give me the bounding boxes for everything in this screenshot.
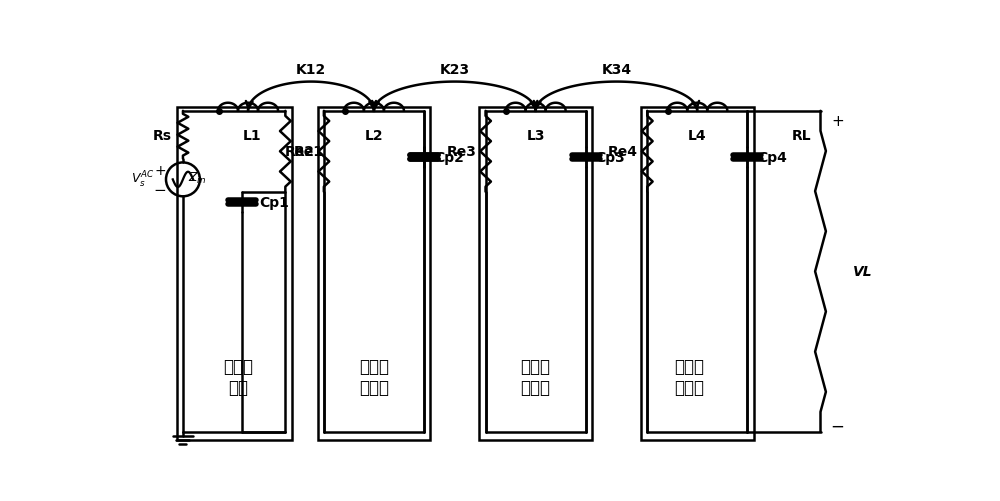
Bar [479,108,592,440]
Text: $V_s^{AC}$: $V_s^{AC}$ [131,170,155,190]
Bar [641,108,754,440]
Bar [177,108,292,440]
Text: Re1: Re1 [294,145,324,159]
Text: Re3: Re3 [446,145,476,159]
Text: K34: K34 [601,63,632,77]
Text: 发射线
圈回路: 发射线 圈回路 [359,357,389,396]
Text: −: − [153,183,166,197]
Text: L3: L3 [526,129,545,142]
Text: −: − [831,417,844,435]
Text: VL: VL [853,265,872,279]
Text: L1: L1 [243,129,261,142]
Text: Cp3: Cp3 [596,151,625,165]
Text: 接收线
圈回路: 接收线 圈回路 [521,357,551,396]
Text: L2: L2 [365,129,383,142]
Text: +: + [831,113,844,128]
Text: Re4: Re4 [608,145,638,159]
Text: Cp2: Cp2 [434,151,464,165]
Text: +: + [154,164,166,178]
Text: 源线圈
回路: 源线圈 回路 [223,357,253,396]
Text: Cp1: Cp1 [259,195,289,209]
Text: K12: K12 [296,63,326,77]
Text: 负载线
圈回路: 负载线 圈回路 [675,357,705,396]
Text: K23: K23 [440,63,470,77]
Text: RL: RL [792,129,811,143]
Text: Cp4: Cp4 [757,151,787,165]
Text: $Z_{in}$: $Z_{in}$ [188,171,206,186]
Text: Rs: Rs [153,128,172,142]
Bar [318,108,430,440]
Text: L4: L4 [688,129,707,142]
Text: Re2: Re2 [285,145,315,159]
